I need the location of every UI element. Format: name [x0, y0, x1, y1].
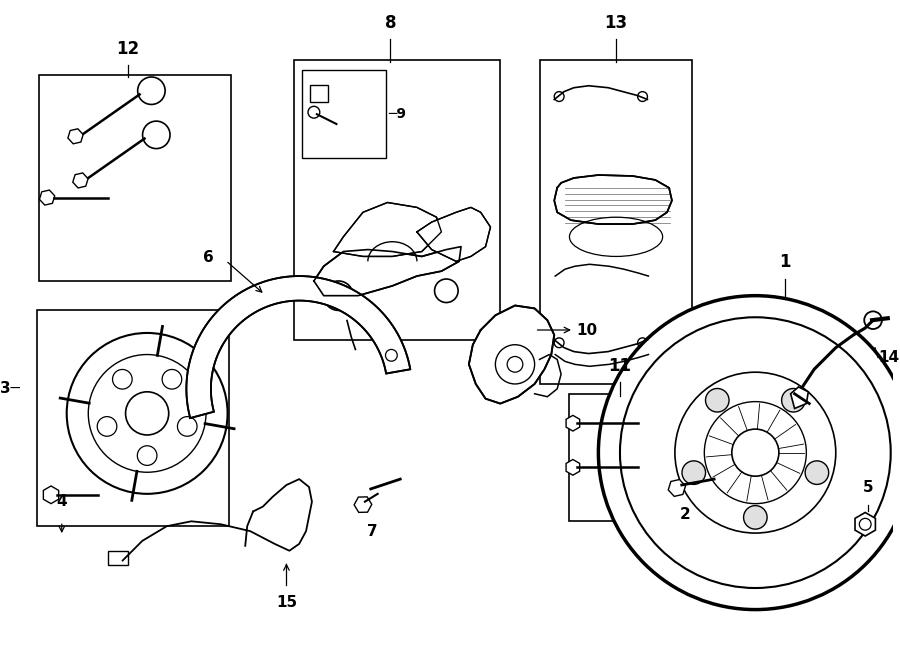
Circle shape	[554, 92, 564, 101]
Text: 7: 7	[367, 524, 378, 539]
Circle shape	[495, 345, 535, 384]
Circle shape	[743, 506, 767, 529]
Circle shape	[67, 333, 228, 494]
Circle shape	[554, 338, 564, 348]
Circle shape	[162, 369, 182, 389]
Circle shape	[637, 338, 647, 348]
Polygon shape	[554, 175, 672, 224]
Polygon shape	[334, 202, 441, 256]
Text: 2: 2	[680, 506, 690, 522]
Text: ─9: ─9	[389, 107, 407, 121]
Polygon shape	[791, 387, 808, 408]
Circle shape	[138, 446, 157, 465]
Text: 11: 11	[608, 357, 632, 375]
Circle shape	[142, 121, 170, 149]
Circle shape	[781, 389, 806, 412]
Circle shape	[637, 92, 647, 101]
Circle shape	[385, 350, 397, 361]
Text: 14: 14	[878, 350, 899, 365]
Circle shape	[860, 518, 871, 530]
Text: 4: 4	[57, 494, 68, 509]
Polygon shape	[469, 305, 554, 404]
Circle shape	[88, 354, 206, 472]
Bar	[302, 70, 385, 159]
Circle shape	[308, 106, 320, 118]
Circle shape	[864, 311, 882, 329]
Circle shape	[112, 369, 132, 389]
Text: 5: 5	[863, 480, 874, 495]
Circle shape	[508, 356, 523, 372]
Circle shape	[806, 461, 829, 485]
Circle shape	[705, 402, 806, 504]
Circle shape	[324, 281, 353, 311]
Text: 15: 15	[276, 595, 297, 610]
Circle shape	[138, 77, 165, 104]
Bar	[569, 394, 672, 522]
Bar	[37, 311, 229, 526]
Bar	[310, 85, 328, 102]
Circle shape	[126, 392, 168, 435]
Circle shape	[598, 295, 900, 609]
Bar	[294, 60, 500, 340]
Text: 13: 13	[605, 14, 627, 32]
Circle shape	[675, 372, 836, 533]
Text: 12: 12	[116, 40, 140, 58]
Text: 8: 8	[384, 14, 396, 32]
Polygon shape	[417, 208, 491, 261]
Circle shape	[682, 461, 706, 485]
Circle shape	[620, 317, 891, 588]
Circle shape	[97, 416, 117, 436]
Polygon shape	[314, 247, 461, 295]
Text: 1: 1	[779, 253, 790, 271]
Text: 10: 10	[577, 323, 598, 338]
Text: 3─: 3─	[0, 381, 20, 397]
Text: 6: 6	[203, 250, 214, 265]
Bar	[108, 551, 128, 565]
Polygon shape	[186, 276, 410, 418]
Bar	[40, 75, 230, 281]
Bar	[539, 60, 691, 384]
Circle shape	[177, 416, 197, 436]
Circle shape	[732, 429, 778, 476]
Circle shape	[435, 279, 458, 303]
Circle shape	[706, 389, 729, 412]
